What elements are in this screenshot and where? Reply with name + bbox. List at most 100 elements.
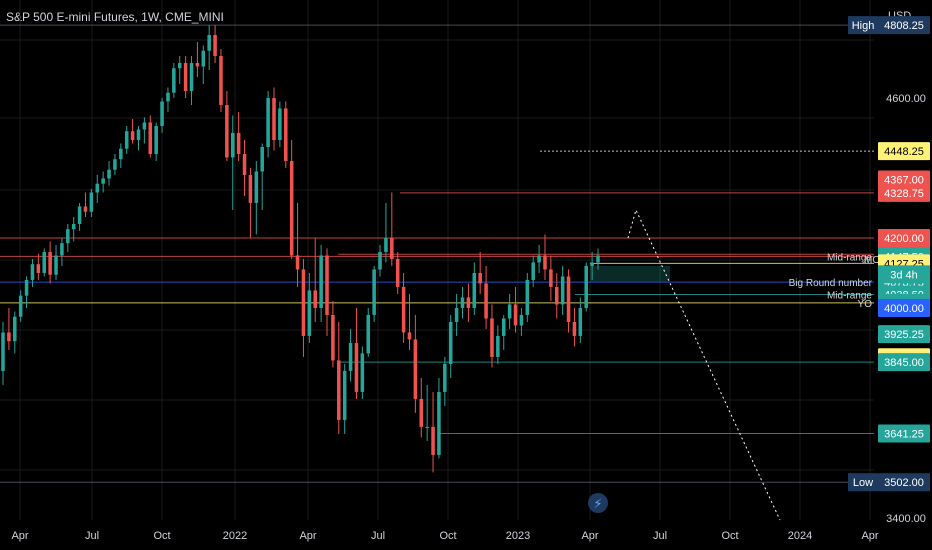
x-tick-label: Jul (85, 530, 99, 542)
price-badge-value: 4000.00 (884, 303, 924, 315)
candle-body (554, 286, 559, 305)
x-tick-label: Oct (439, 530, 456, 542)
candle-body (401, 286, 406, 333)
candle-body (278, 108, 282, 140)
x-tick-label: Oct (721, 530, 738, 542)
candle-body (225, 104, 229, 158)
x-axis: Apr Jul Oct 2022 Apr Jul Oct 2023 Apr Jul Oct 2024 A… (11, 530, 878, 542)
price-badge-value: 3845.00 (884, 357, 924, 369)
candle-body (130, 131, 135, 140)
price-badge (878, 473, 930, 492)
candle-body (431, 426, 435, 455)
candle-body (537, 255, 541, 263)
candle-body (284, 108, 288, 161)
candle-body (160, 101, 164, 126)
candle-body (378, 251, 382, 270)
candle-body (48, 251, 52, 275)
candle-body (443, 363, 447, 392)
x-tick-label: Apr (861, 530, 878, 542)
extreme-label-bg (848, 473, 878, 492)
candle-body (60, 243, 64, 256)
grid-layer (0, 0, 874, 520)
candle-body (525, 279, 530, 315)
candle-body (501, 318, 506, 336)
price-level-label: YO (858, 299, 873, 310)
candle-body (460, 297, 465, 308)
candle-body (454, 307, 459, 322)
candle-body (354, 342, 359, 392)
candle-body (7, 332, 11, 342)
x-tick-label: 2024 (788, 530, 812, 542)
candle-body (490, 318, 494, 357)
candle-body (183, 62, 188, 91)
candle-body (201, 50, 206, 67)
chart-title: S&P 500 E-mini Futures, 1W, CME_MINI (6, 10, 224, 24)
candle-body (507, 304, 512, 319)
candle-body (54, 255, 58, 275)
candle-body (272, 97, 276, 140)
candle-body (590, 262, 594, 266)
price-badge-value: 3925.25 (884, 329, 924, 341)
x-tick-label: Apr (299, 530, 316, 542)
candle-body (101, 178, 105, 184)
candle-body (307, 290, 312, 336)
candle-body (395, 258, 400, 287)
candle-body (513, 304, 518, 326)
candle-body (36, 264, 41, 273)
price-level-label: Big Round number (789, 278, 873, 289)
price-badge-value: 4367.00 (884, 175, 924, 187)
candle-body (366, 314, 371, 354)
countdown-badge (878, 265, 930, 284)
x-tick-label: 2023 (506, 530, 530, 542)
x-tick-label: Apr (581, 530, 598, 542)
candle-body (337, 360, 341, 420)
price-badge (878, 183, 930, 202)
candle-body (119, 148, 123, 160)
candle-body (484, 283, 488, 319)
candle-body (195, 62, 200, 67)
candle-body (301, 269, 306, 336)
candle-body (295, 255, 300, 270)
candle-body (390, 237, 394, 259)
price-level-label: Mid-range (827, 252, 872, 263)
price-badge (878, 424, 930, 443)
extreme-label: High (852, 20, 875, 32)
candle-body (124, 131, 129, 149)
candle-body (466, 297, 471, 308)
price-badge (878, 142, 930, 161)
countdown-text: 3d 4h (890, 269, 918, 281)
candle-body (342, 370, 347, 420)
candle-body (172, 68, 176, 93)
drawings-layer: MO ⚡ (588, 208, 880, 521)
candle-body (42, 251, 47, 273)
candle-body (189, 62, 194, 91)
candle-body (166, 92, 170, 102)
candle-body (549, 269, 553, 287)
candle-body (407, 332, 412, 340)
price-badge-value: 4328.75 (884, 188, 924, 200)
candle-body (242, 153, 247, 175)
candle-body (24, 279, 29, 296)
price-badge-value: 3641.25 (884, 428, 924, 440)
candle-body (584, 265, 588, 308)
x-tick-label: Jul (653, 530, 667, 542)
candle-body (107, 169, 111, 179)
price-badge-value: 4448.25 (884, 146, 924, 158)
candle-body (560, 276, 565, 305)
candle-body (425, 426, 429, 428)
price-badge-value: 4200.00 (884, 233, 924, 245)
candle-body (13, 316, 17, 342)
candle-body (77, 206, 82, 224)
x-tick-label: Jul (371, 530, 385, 542)
mo-label: MO (864, 255, 880, 266)
candle-body (313, 290, 317, 308)
candle-body (566, 276, 571, 322)
price-level-label: Mid-range (827, 290, 872, 301)
price-badge (878, 353, 930, 372)
candle-body (519, 314, 524, 326)
candle-body (89, 192, 94, 212)
candle-body (478, 272, 482, 284)
candle-body (596, 255, 600, 263)
